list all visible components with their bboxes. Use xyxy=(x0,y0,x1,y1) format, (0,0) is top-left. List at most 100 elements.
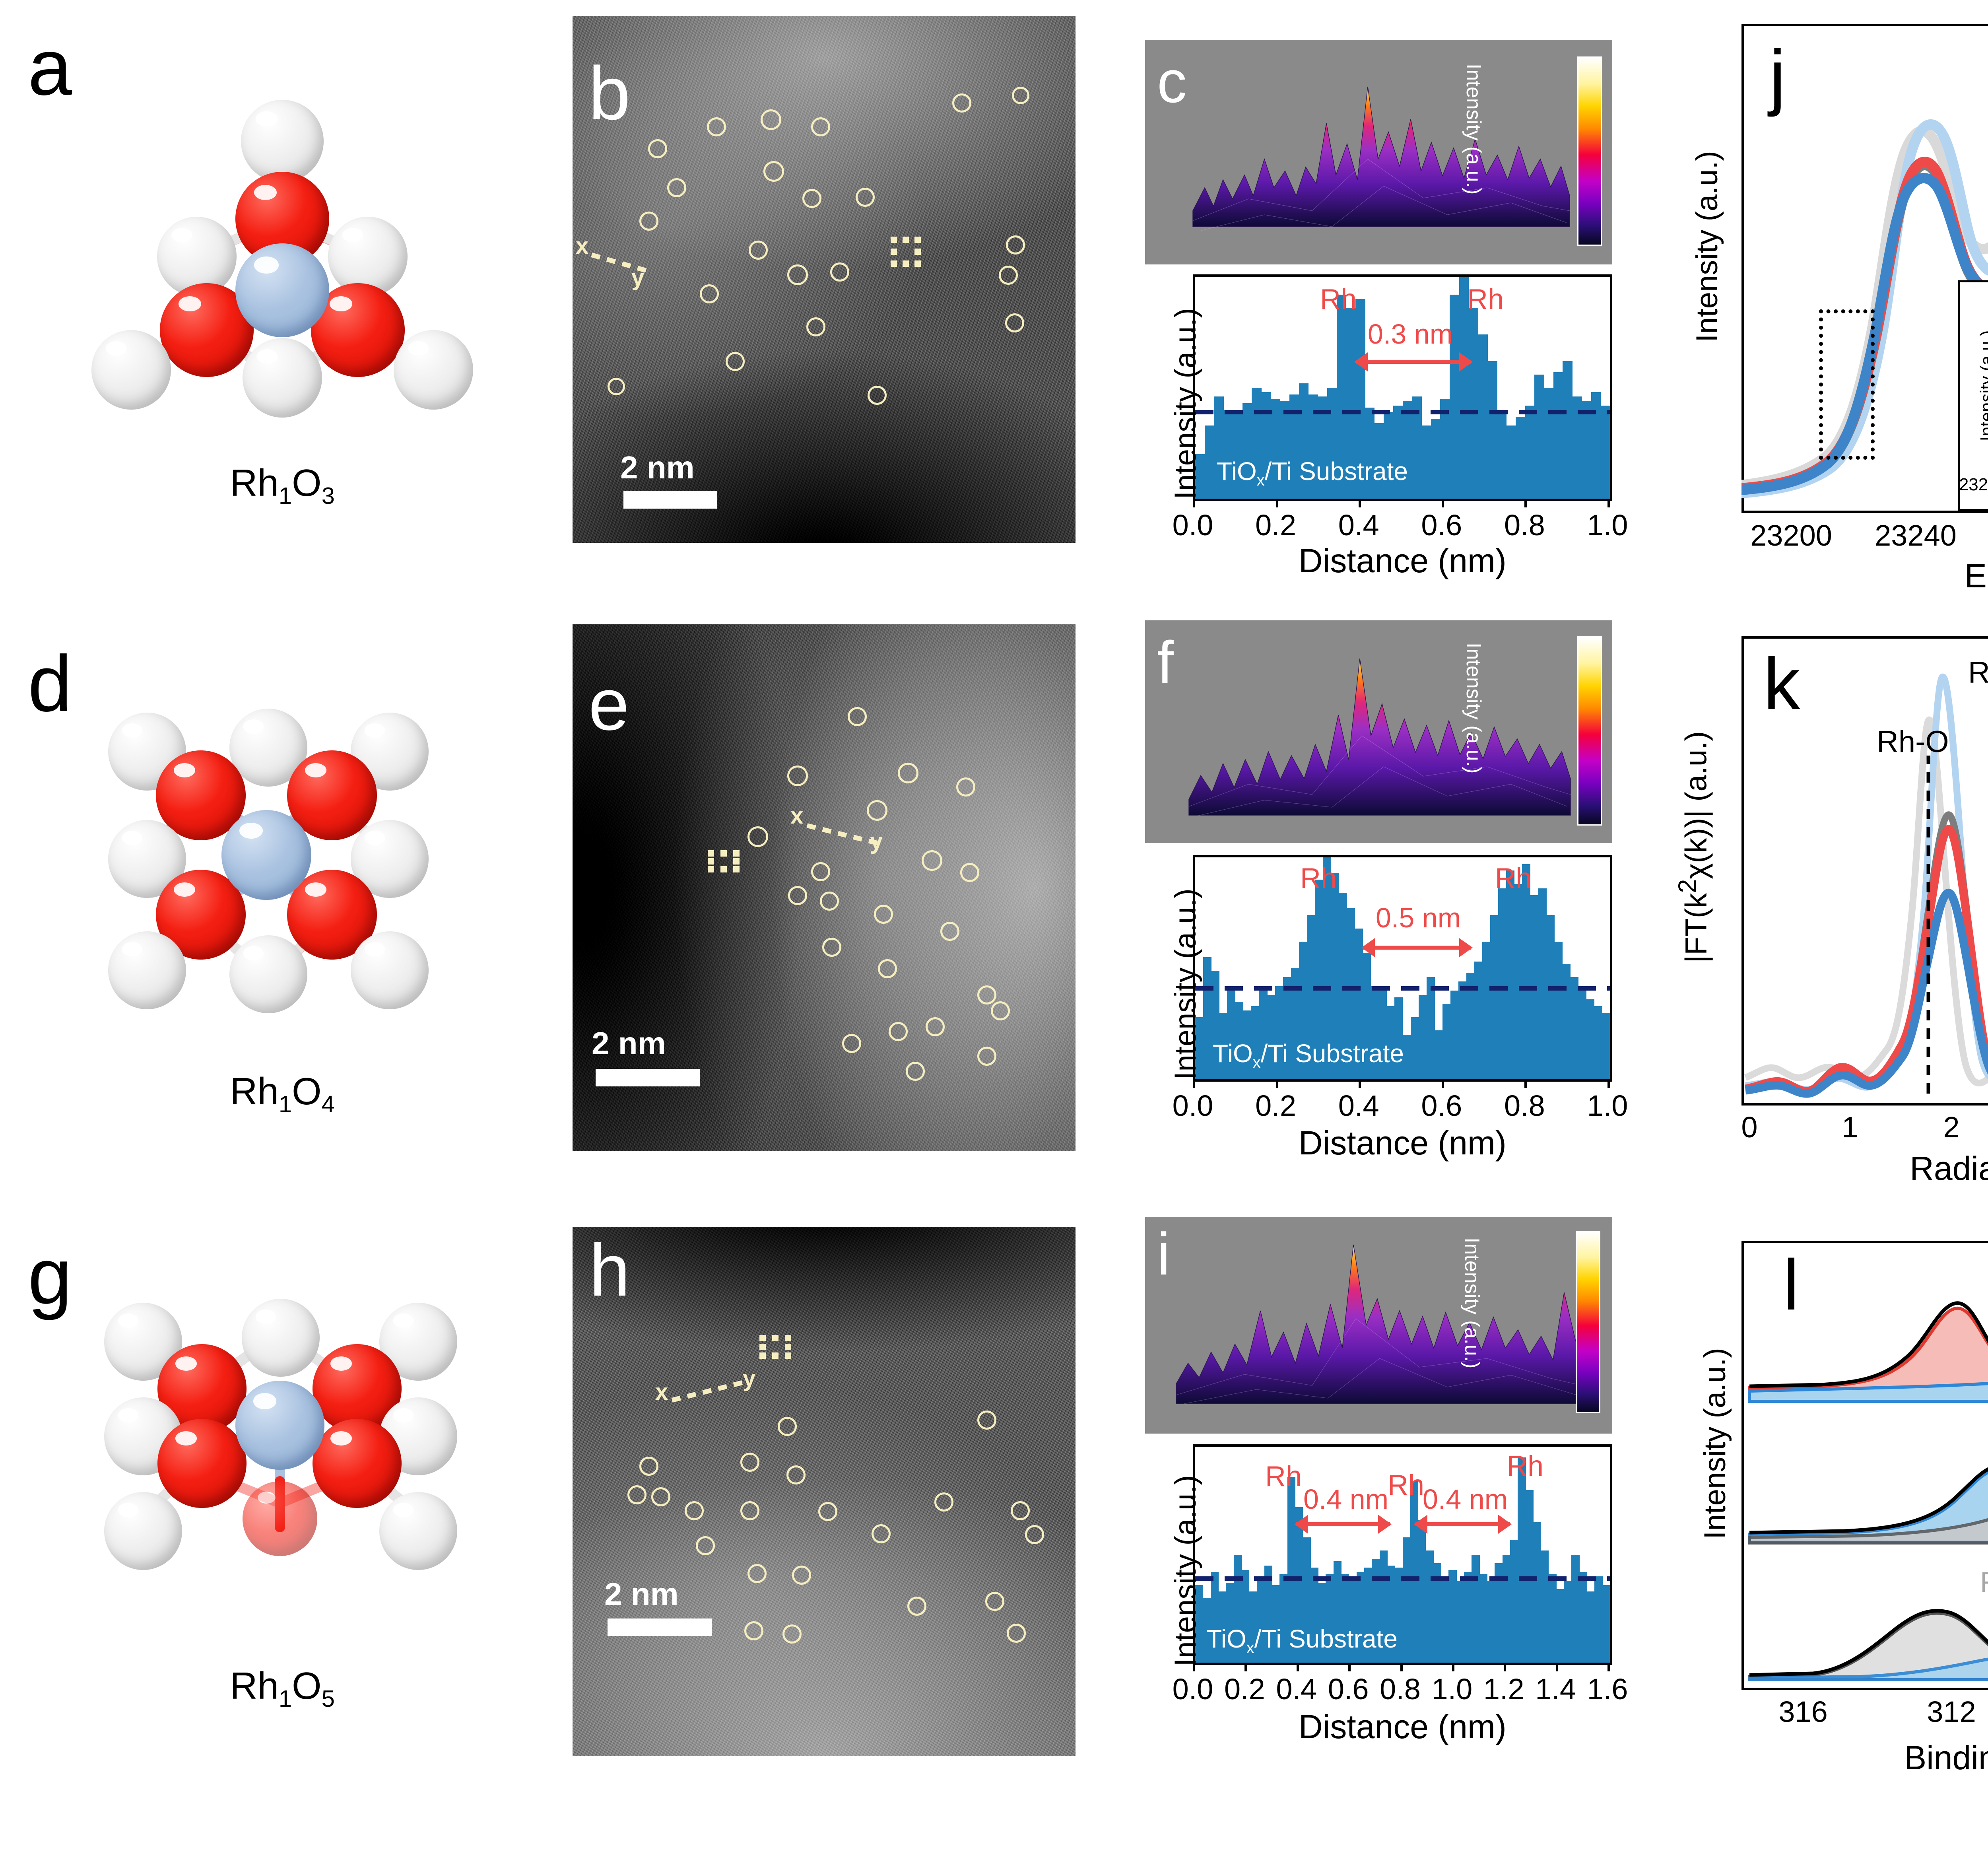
oxygen-atom xyxy=(157,1419,247,1508)
profile-bar xyxy=(1299,942,1307,1079)
panel-label-l: l xyxy=(1783,1245,1799,1325)
spacing-annotation: 0.4 nm xyxy=(1423,1484,1508,1515)
atom-marker xyxy=(667,178,686,197)
profile-bar xyxy=(1506,425,1516,499)
x-tick: 1 xyxy=(1842,1111,1858,1144)
profile-bar xyxy=(1318,1583,1326,1663)
profile-bar xyxy=(1586,999,1594,1079)
profile-bar xyxy=(1459,277,1469,499)
titanium-atom xyxy=(157,217,237,296)
atom-marker xyxy=(830,262,849,282)
x-tick-mark xyxy=(1193,1663,1195,1671)
colorbar-title: Intensity (a.u.) xyxy=(1460,1238,1483,1369)
panel-label-d: d xyxy=(28,639,72,728)
atom-marker xyxy=(792,1566,811,1585)
chart-frame xyxy=(1193,855,1612,1082)
x-tick-mark xyxy=(1441,1079,1444,1088)
profile-bar xyxy=(1591,392,1601,499)
atom-marker xyxy=(696,1536,715,1555)
atom-marker xyxy=(740,1501,759,1520)
atom-marker xyxy=(926,1017,945,1036)
atom-marker xyxy=(952,93,971,113)
atom-marker xyxy=(747,826,768,847)
baseline-dashed-line xyxy=(1195,986,1610,991)
profile-bar xyxy=(1479,1574,1487,1663)
annotation-rh-o: Rh-O xyxy=(1877,725,1949,759)
atom-marker xyxy=(700,284,719,303)
profile-bar xyxy=(1464,1572,1472,1663)
x-tick-label: 0.0 xyxy=(1172,1673,1213,1706)
scale-bar xyxy=(608,1618,712,1636)
x-tick-mark xyxy=(1276,499,1278,507)
panel-label-e: e xyxy=(588,664,629,746)
panel-c: c Intensity (a.u.) xyxy=(1145,40,1628,593)
profile-bar xyxy=(1364,1568,1373,1663)
profile-bar xyxy=(1563,361,1573,499)
atom-marker xyxy=(639,1457,658,1476)
panel-b-stem-image: b x y 2 nm xyxy=(573,16,1076,543)
substrate-label: TiOx/Ti Substrate xyxy=(1206,1624,1398,1657)
atom-marker xyxy=(778,1417,797,1436)
atom-marker xyxy=(960,863,979,882)
atom-marker xyxy=(934,1492,953,1512)
panel-a-molecule: a xyxy=(16,12,549,608)
peak-label-rh: Rh xyxy=(1467,284,1504,315)
x-tick: 316 xyxy=(1778,1695,1828,1728)
x-tick-label: 0.8 xyxy=(1380,1673,1421,1706)
panel-label-a: a xyxy=(28,23,72,112)
profile-bar xyxy=(1402,1035,1411,1079)
formula-rh1o5: Rh1O5 xyxy=(230,1665,335,1712)
atom-marker xyxy=(786,1465,806,1484)
titanium-atom xyxy=(351,931,429,1009)
x-axis-label: Distance (nm) xyxy=(1299,1708,1507,1745)
profile-bar xyxy=(1594,1006,1602,1079)
profile-bar xyxy=(1333,1561,1342,1663)
x-tick-mark xyxy=(1607,1079,1610,1088)
formula-rh1o3: Rh1O3 xyxy=(230,462,335,509)
profile-y-marker: y xyxy=(743,1366,756,1391)
chart-frame xyxy=(1741,1241,1988,1690)
baseline-dashed-line xyxy=(1195,1576,1610,1581)
x-tick-label: 0.6 xyxy=(1421,509,1462,542)
x-tick-mark xyxy=(1276,1079,1278,1088)
atom-marker xyxy=(761,109,781,130)
atom-marker xyxy=(627,1485,646,1504)
atom-marker xyxy=(811,862,830,881)
rhodium-atom xyxy=(221,810,311,900)
atom-marker xyxy=(856,188,875,207)
profile-bar xyxy=(1322,857,1331,1079)
y-axis-label: |FT(k2χ(k))| (a.u.) xyxy=(1673,731,1713,963)
titanium-atom xyxy=(242,1299,320,1377)
profile-bar xyxy=(1384,412,1394,499)
oxygen-atom xyxy=(287,750,377,840)
x-tick-label: 0.8 xyxy=(1504,1089,1545,1122)
inset-y-axis-label: Intensity (a.u.) xyxy=(1977,330,1988,441)
atom-marker xyxy=(820,892,839,911)
peak-label-rh: Rh xyxy=(1300,863,1337,894)
x-tick-mark xyxy=(1441,499,1444,507)
profile-bar xyxy=(1327,388,1337,499)
atom-marker xyxy=(811,117,830,136)
profile-bar xyxy=(1249,1591,1257,1663)
profile-bar xyxy=(1355,928,1363,1079)
peak-label-rh: Rh xyxy=(1388,1469,1425,1501)
profile-bar xyxy=(1410,1481,1419,1663)
x-tick: 3 xyxy=(1969,1110,1988,1144)
atom-marker xyxy=(787,264,808,285)
bar-series xyxy=(1195,1447,1610,1663)
profile-bar xyxy=(1515,416,1526,499)
intensity-colorbar xyxy=(1577,636,1602,826)
profile-bar xyxy=(1525,405,1535,499)
atom-marker xyxy=(747,1564,767,1583)
profile-bar xyxy=(1374,423,1384,499)
x-tick-label: 0.6 xyxy=(1328,1673,1369,1706)
profile-bar xyxy=(1371,986,1379,1079)
atom-marker xyxy=(977,1411,996,1430)
x-axis-label: Radial Distance (Å) xyxy=(1910,1150,1988,1187)
scale-bar-label: 2 nm xyxy=(604,1576,679,1612)
profile-bar xyxy=(1310,1568,1319,1663)
profile-bar xyxy=(1233,1554,1242,1663)
x-tick-label: 0.2 xyxy=(1255,509,1297,542)
profile-bar xyxy=(1441,1576,1449,1663)
profile-bar xyxy=(1594,1576,1603,1663)
